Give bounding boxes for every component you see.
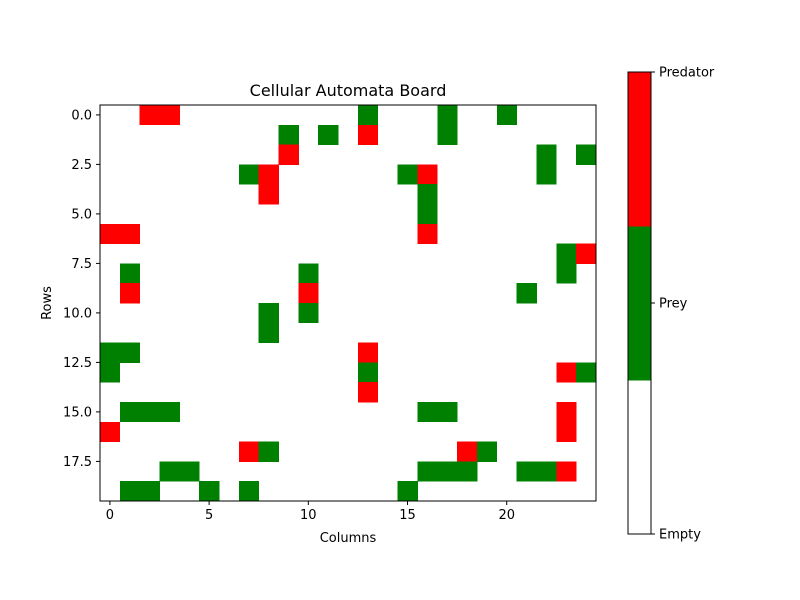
board-cell: [199, 481, 220, 502]
board-cell: [119, 223, 141, 244]
chart-title: Cellular Automata Board: [250, 81, 447, 100]
board-cell: [417, 204, 438, 225]
board-cell: [556, 243, 577, 264]
board-cell: [139, 105, 160, 126]
board-cell: [357, 342, 379, 363]
board-cell: [119, 342, 141, 363]
board-cell: [556, 461, 577, 482]
board-cell: [100, 223, 121, 244]
x-tick-label: 5: [205, 508, 213, 523]
board-cell: [119, 402, 141, 423]
board-cell: [179, 461, 200, 482]
colorbar: Empty Prey Predator: [627, 66, 715, 543]
board-cell: [139, 481, 160, 502]
board-cell: [357, 124, 379, 145]
board-cell: [516, 461, 537, 482]
x-tick-label: 10: [300, 508, 317, 523]
colorbar-tick-label: Empty: [659, 528, 701, 543]
board-cell: [238, 441, 260, 462]
y-tick-label: 10.0: [63, 306, 92, 321]
x-axis-label: Columns: [320, 531, 377, 546]
y-tick-label: 5.0: [71, 207, 92, 222]
y-tick-label: 0.0: [71, 108, 92, 123]
board-cell: [536, 461, 557, 482]
board-cell: [100, 342, 121, 363]
board-cell: [298, 303, 319, 324]
y-tick-label: 17.5: [63, 455, 92, 470]
board-cell: [238, 481, 260, 502]
board-cell: [119, 263, 141, 284]
board-cell: [119, 481, 141, 502]
board-cell: [476, 441, 498, 462]
board-cell: [556, 402, 577, 423]
board-cell: [437, 461, 458, 482]
y-tick-label: 2.5: [71, 158, 92, 173]
x-tick-label: 15: [399, 508, 416, 523]
board-cell: [437, 124, 458, 145]
board-cell: [417, 461, 438, 482]
board-cell: [357, 382, 379, 403]
x-tick-label: 20: [498, 508, 515, 523]
board-cell: [397, 481, 418, 502]
board-cell: [100, 421, 121, 442]
board-cell: [100, 362, 121, 383]
board-cell: [516, 283, 537, 304]
board-cell: [357, 105, 379, 126]
y-axis: 0.0 2.5 5.0 7.5 10.0 12.5 15.0 17.5: [63, 108, 100, 470]
board-cell: [278, 144, 299, 165]
board-cell: [437, 402, 458, 423]
board-cell: [556, 263, 577, 284]
board-cells: [100, 105, 597, 502]
board-cell: [576, 144, 597, 165]
colorbar-band: [628, 72, 651, 227]
y-axis-label: Rows: [40, 286, 55, 320]
board-cell: [417, 164, 438, 185]
board-cell: [496, 105, 518, 126]
colorbar-tick-label: Predator: [659, 66, 715, 81]
board-cell: [238, 164, 260, 185]
board-cell: [536, 144, 557, 165]
board-cell: [357, 362, 379, 383]
board-cell: [556, 362, 577, 383]
board-cell: [437, 105, 458, 126]
board-cell: [258, 441, 279, 462]
colorbar-band: [628, 380, 651, 535]
colorbar-tick-label: Prey: [659, 297, 688, 312]
board-cell: [159, 402, 180, 423]
board-cell: [417, 184, 438, 205]
board-cell: [457, 441, 478, 462]
y-tick-label: 12.5: [63, 356, 92, 371]
board-cell: [556, 421, 577, 442]
y-tick-label: 7.5: [71, 257, 92, 272]
board-cell: [318, 124, 339, 145]
y-tick-label: 15.0: [63, 405, 92, 420]
board-cell: [298, 283, 319, 304]
board-cell: [536, 164, 557, 185]
x-tick-label: 0: [106, 508, 114, 523]
board-cell: [159, 461, 180, 482]
board-cell: [258, 184, 279, 205]
x-axis: 0 5 10 15 20: [106, 501, 515, 523]
board-cell: [258, 164, 279, 185]
board-cell: [119, 283, 141, 304]
colorbar-band: [628, 226, 651, 381]
board-cell: [139, 402, 160, 423]
board-cell: [159, 105, 180, 126]
board-cell: [397, 164, 418, 185]
board-cell: [576, 243, 597, 264]
plot-frame: [99, 104, 597, 502]
board-cell: [417, 402, 438, 423]
board-cell: [457, 461, 478, 482]
board-cell: [417, 223, 438, 244]
board-cell: [278, 124, 299, 145]
board-cell: [258, 322, 279, 343]
board-cell: [576, 362, 597, 383]
board-cell: [258, 303, 279, 324]
board-cell: [298, 263, 319, 284]
